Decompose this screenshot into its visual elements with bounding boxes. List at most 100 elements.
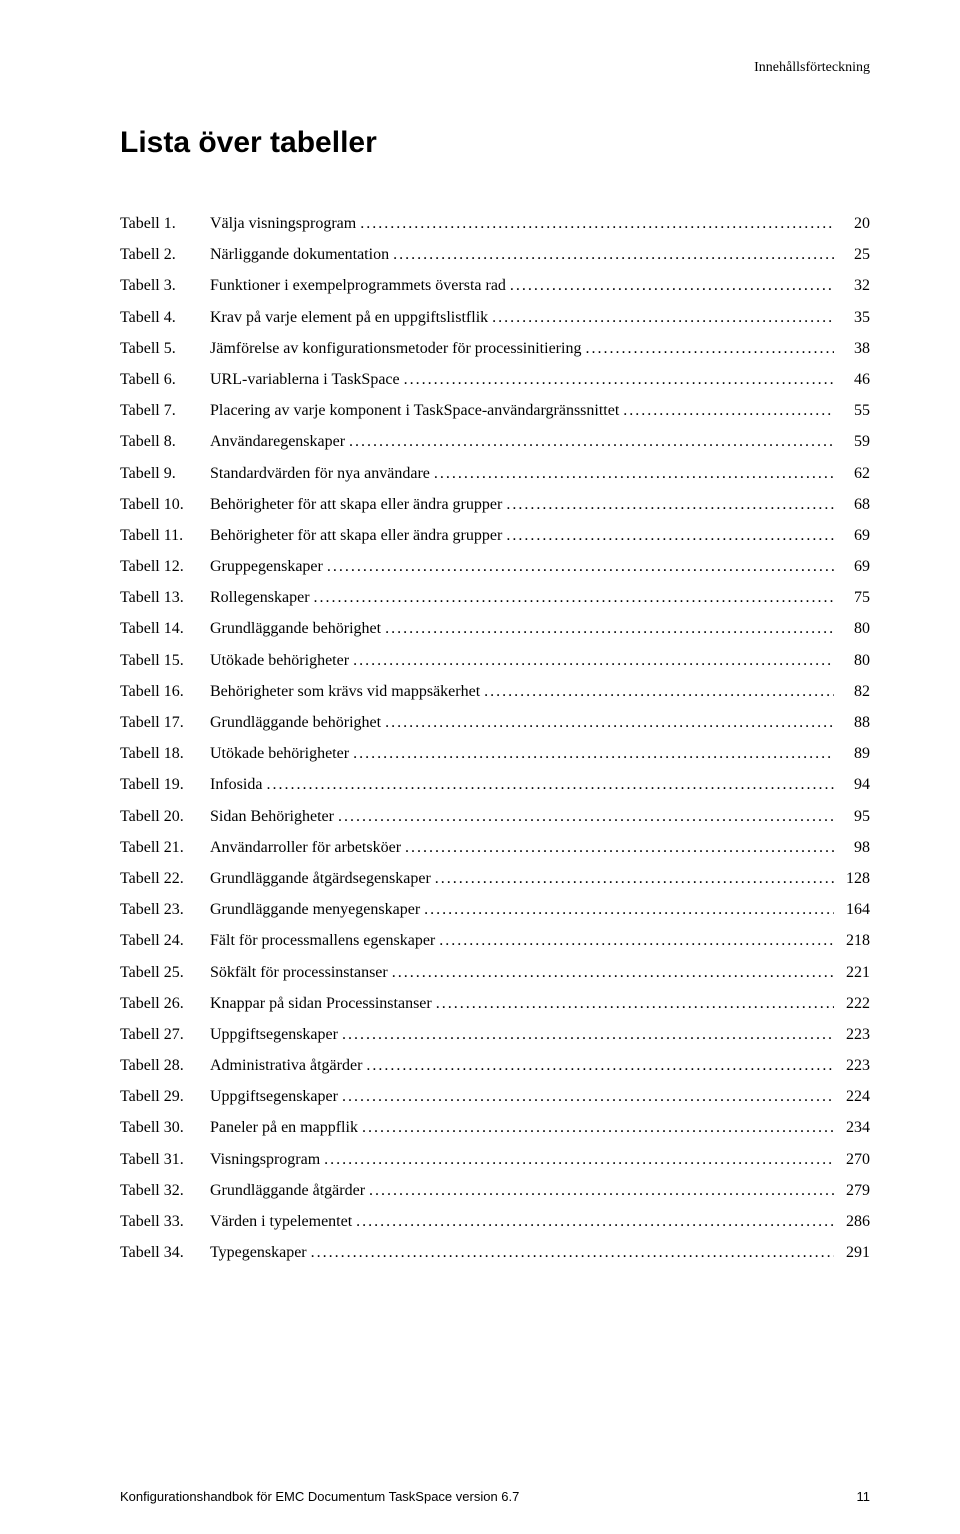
toc-entry-label: Tabell 7. — [120, 395, 210, 426]
toc-entry-description: Behörigheter som krävs vid mappsäkerhet — [210, 676, 480, 707]
toc-entry: Tabell 6.URL-variablerna i TaskSpace46 — [120, 364, 870, 395]
toc-entry-description: Krav på varje element på en uppgiftslist… — [210, 302, 488, 333]
toc-entry-page: 88 — [834, 707, 870, 738]
toc-entry: Tabell 11.Behörigheter för att skapa ell… — [120, 520, 870, 551]
toc-entry-label: Tabell 18. — [120, 738, 210, 769]
toc-entry-page: 69 — [834, 520, 870, 551]
toc-entry-description: Typegenskaper — [210, 1237, 307, 1268]
toc-entry: Tabell 27.Uppgiftsegenskaper223 — [120, 1019, 870, 1050]
toc-entry: Tabell 14.Grundläggande behörighet80 — [120, 613, 870, 644]
page-title: Lista över tabeller — [120, 126, 870, 160]
toc-entry-description: Behörigheter för att skapa eller ändra g… — [210, 520, 502, 551]
toc-dot-leader — [400, 364, 834, 395]
toc-dot-leader — [310, 582, 834, 613]
toc-entry-label: Tabell 22. — [120, 863, 210, 894]
toc-entry: Tabell 23.Grundläggande menyegenskaper16… — [120, 894, 870, 925]
toc-entry-page: 38 — [834, 333, 870, 364]
toc-entry: Tabell 25.Sökfält för processinstanser22… — [120, 957, 870, 988]
toc-entry-description: Uppgiftsegenskaper — [210, 1081, 338, 1112]
toc-entry: Tabell 1.Välja visningsprogram20 — [120, 208, 870, 239]
toc-entry-page: 224 — [834, 1081, 870, 1112]
toc-entry-label: Tabell 13. — [120, 582, 210, 613]
toc-entry-page: 89 — [834, 738, 870, 769]
toc-entry-description: Visningsprogram — [210, 1144, 320, 1175]
toc-entry-description: Sidan Behörigheter — [210, 801, 334, 832]
toc-entry-description: Placering av varje komponent i TaskSpace… — [210, 395, 619, 426]
toc-dot-leader — [365, 1175, 834, 1206]
toc-entry: Tabell 22.Grundläggande åtgärdsegenskape… — [120, 863, 870, 894]
toc-dot-leader — [358, 1112, 834, 1143]
toc-dot-leader — [334, 801, 834, 832]
toc-entry-description: Fält för processmallens egenskaper — [210, 925, 435, 956]
toc-entry-page: 80 — [834, 645, 870, 676]
toc-entry-page: 279 — [834, 1175, 870, 1206]
toc-entry-description: Paneler på en mappflik — [210, 1112, 358, 1143]
toc-entry: Tabell 20.Sidan Behörigheter 95 — [120, 801, 870, 832]
toc-entry: Tabell 13.Rollegenskaper75 — [120, 582, 870, 613]
toc-entry: Tabell 12.Gruppegenskaper69 — [120, 551, 870, 582]
toc-entry-label: Tabell 31. — [120, 1144, 210, 1175]
toc-entry-page: 98 — [834, 832, 870, 863]
toc-dot-leader — [262, 769, 834, 800]
toc-entry: Tabell 30.Paneler på en mappflik234 — [120, 1112, 870, 1143]
toc-entry-label: Tabell 15. — [120, 645, 210, 676]
toc-entry-description: Grundläggande åtgärder — [210, 1175, 365, 1206]
toc-entry: Tabell 24.Fält för processmallens egensk… — [120, 925, 870, 956]
toc-entry: Tabell 18.Utökade behörigheter89 — [120, 738, 870, 769]
toc-entry-description: Gruppegenskaper — [210, 551, 323, 582]
toc-entry-label: Tabell 2. — [120, 239, 210, 270]
toc-dot-leader — [338, 1019, 834, 1050]
toc-entry-page: 291 — [834, 1237, 870, 1268]
toc-entry: Tabell 31.Visningsprogram270 — [120, 1144, 870, 1175]
toc-dot-leader — [431, 863, 834, 894]
footer-page-number: 11 — [857, 1489, 871, 1504]
toc-entry-page: 46 — [834, 364, 870, 395]
toc-entry-description: Grundläggande åtgärdsegenskaper — [210, 863, 431, 894]
toc-entry-description: Närliggande dokumentation — [210, 239, 389, 270]
running-header: Innehållsförteckning — [120, 60, 870, 76]
toc-dot-leader — [502, 520, 834, 551]
toc-entry-description: Funktioner i exempelprogrammets översta … — [210, 270, 506, 301]
toc-entry: Tabell 4.Krav på varje element på en upp… — [120, 302, 870, 333]
document-page: Innehållsförteckning Lista över tabeller… — [0, 0, 960, 1308]
toc-entry-label: Tabell 8. — [120, 426, 210, 457]
footer-left: Konfigurationshandbok för EMC Documentum… — [120, 1489, 519, 1504]
toc-dot-leader — [349, 645, 834, 676]
toc-entry-page: 95 — [834, 801, 870, 832]
toc-entry: Tabell 34.Typegenskaper291 — [120, 1237, 870, 1268]
toc-dot-leader — [435, 925, 834, 956]
toc-entry-page: 20 — [834, 208, 870, 239]
toc-entry-description: Grundläggande behörighet — [210, 613, 381, 644]
toc-entry-label: Tabell 21. — [120, 832, 210, 863]
toc-dot-leader — [349, 738, 834, 769]
toc-entry-label: Tabell 24. — [120, 925, 210, 956]
toc-dot-leader — [388, 957, 834, 988]
toc-entry-label: Tabell 6. — [120, 364, 210, 395]
toc-dot-leader — [432, 988, 834, 1019]
toc-entry-description: Grundläggande behörighet — [210, 707, 381, 738]
toc-entry-description: Sökfält för processinstanser — [210, 957, 388, 988]
toc-entry-description: Utökade behörigheter — [210, 645, 349, 676]
toc-entry-label: Tabell 11. — [120, 520, 210, 551]
toc-entry-page: 223 — [834, 1050, 870, 1081]
toc-entry-page: 55 — [834, 395, 870, 426]
toc-entry: Tabell 15.Utökade behörigheter 80 — [120, 645, 870, 676]
toc-entry-page: 164 — [834, 894, 870, 925]
toc-entry-label: Tabell 20. — [120, 801, 210, 832]
toc-dot-leader — [356, 208, 834, 239]
toc-entry-label: Tabell 9. — [120, 458, 210, 489]
toc-entry: Tabell 32.Grundläggande åtgärder279 — [120, 1175, 870, 1206]
toc-entry-page: 218 — [834, 925, 870, 956]
toc-entry-description: Användaregenskaper — [210, 426, 345, 457]
toc-entry-page: 223 — [834, 1019, 870, 1050]
toc-entry: Tabell 19.Infosida94 — [120, 769, 870, 800]
toc-entry-page: 80 — [834, 613, 870, 644]
toc-entry: Tabell 9.Standardvärden för nya användar… — [120, 458, 870, 489]
toc-entry-page: 69 — [834, 551, 870, 582]
toc-entry-label: Tabell 26. — [120, 988, 210, 1019]
toc-entry: Tabell 16.Behörigheter som krävs vid map… — [120, 676, 870, 707]
toc-dot-leader — [345, 426, 834, 457]
toc-dot-leader — [389, 239, 834, 270]
toc-entry-description: Uppgiftsegenskaper — [210, 1019, 338, 1050]
toc-entry: Tabell 5.Jämförelse av konfigurationsmet… — [120, 333, 870, 364]
